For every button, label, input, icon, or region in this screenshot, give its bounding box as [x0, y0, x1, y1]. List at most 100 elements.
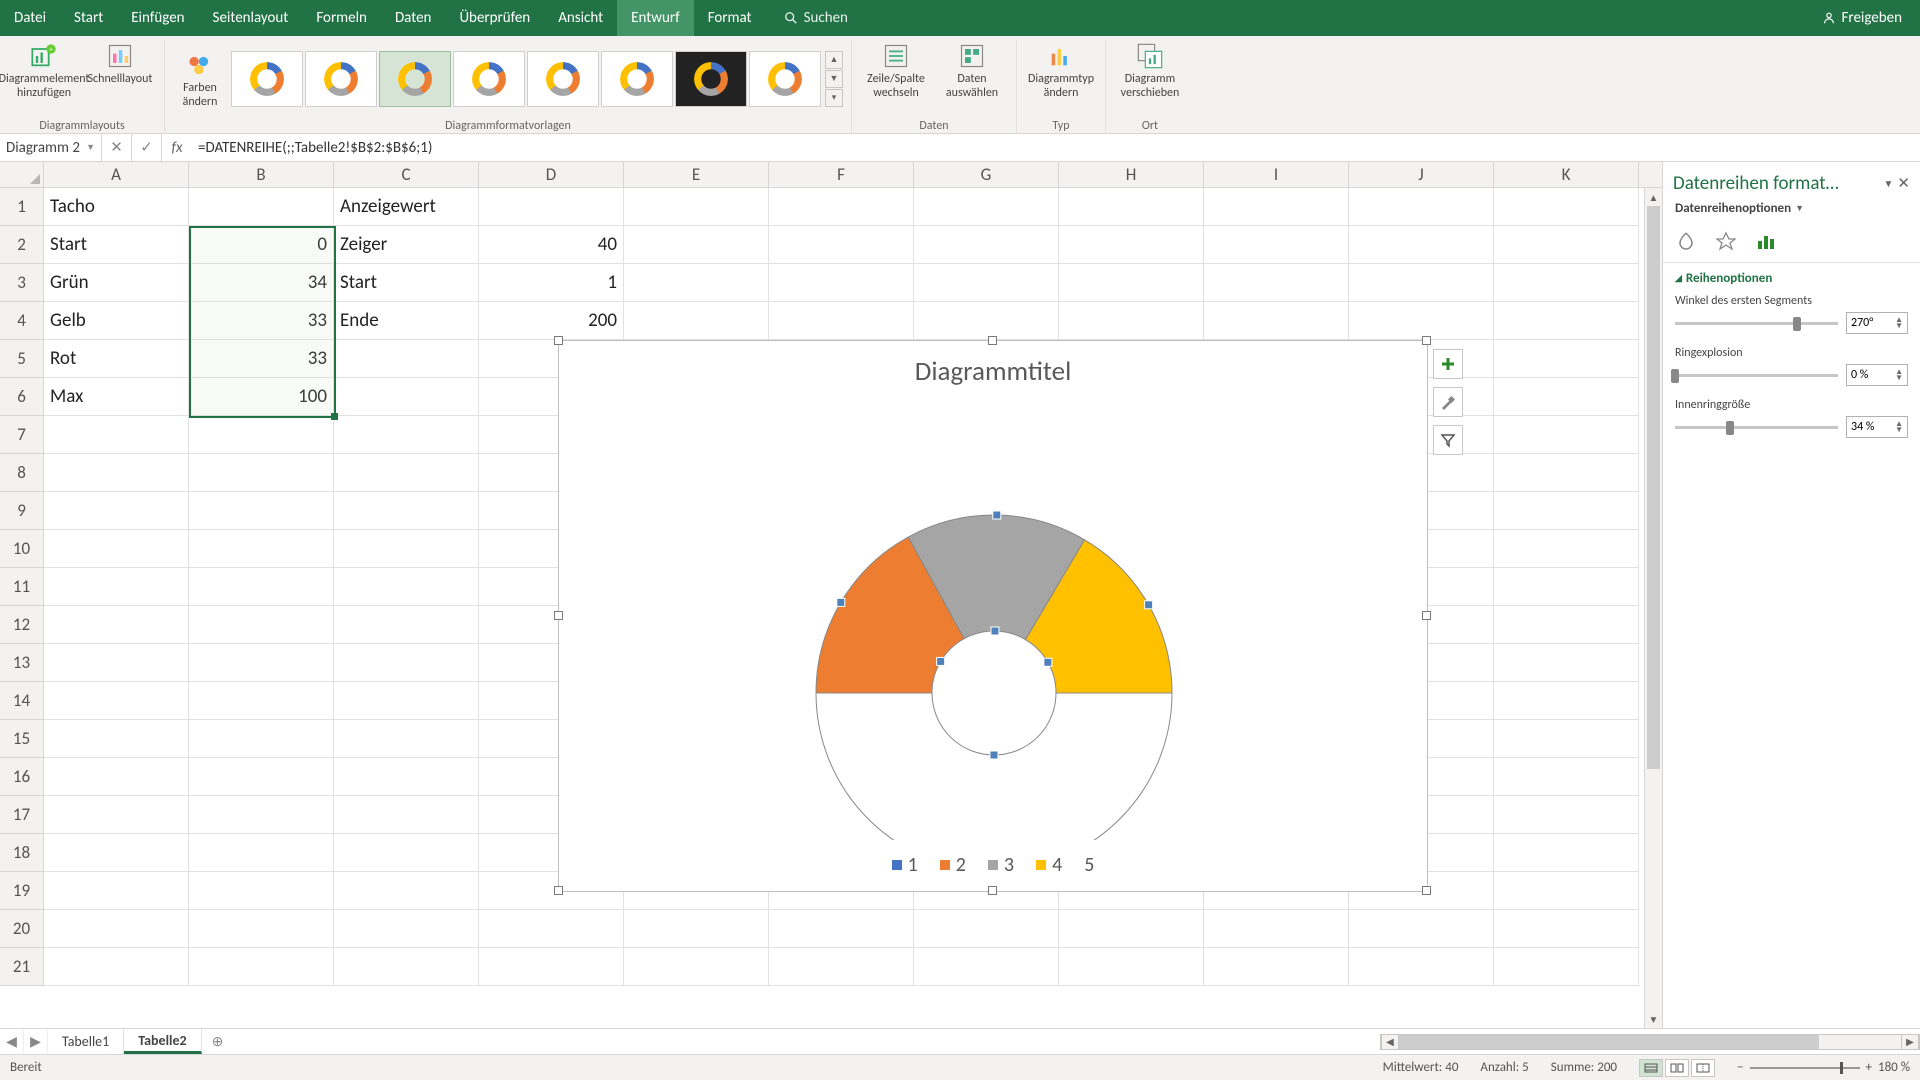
cell[interactable] [334, 644, 479, 682]
cell[interactable] [1494, 644, 1639, 682]
chart-filters-button[interactable] [1433, 425, 1463, 455]
cell[interactable] [1059, 302, 1204, 340]
legend-item[interactable]: 1 [892, 853, 918, 877]
cell[interactable]: Zeiger [334, 226, 479, 264]
cell[interactable] [189, 948, 334, 986]
cell[interactable] [334, 606, 479, 644]
row-header[interactable]: 9 [0, 492, 44, 530]
menu-tab-seitenlayout[interactable]: Seitenlayout [199, 0, 303, 36]
cell[interactable]: 200 [479, 302, 624, 340]
cell[interactable] [334, 910, 479, 948]
row-header[interactable]: 12 [0, 606, 44, 644]
chart-styles-button[interactable] [1433, 387, 1463, 417]
cell[interactable] [769, 948, 914, 986]
chart-style-thumb[interactable] [527, 51, 599, 107]
column-header[interactable]: E [624, 162, 769, 187]
fx-icon[interactable]: fx [162, 134, 192, 161]
column-header[interactable]: J [1349, 162, 1494, 187]
cell[interactable] [1494, 758, 1639, 796]
cell[interactable] [334, 568, 479, 606]
column-header[interactable]: B [189, 162, 334, 187]
select-all-corner[interactable] [0, 162, 44, 187]
cell[interactable] [624, 910, 769, 948]
row-header[interactable]: 2 [0, 226, 44, 264]
row-header[interactable]: 10 [0, 530, 44, 568]
cell[interactable] [479, 188, 624, 226]
row-header[interactable]: 18 [0, 834, 44, 872]
column-header[interactable]: I [1204, 162, 1349, 187]
cell[interactable] [334, 796, 479, 834]
series-options-tab-icon[interactable] [1755, 230, 1777, 252]
cell[interactable] [334, 340, 479, 378]
cell[interactable] [189, 416, 334, 454]
cell[interactable] [334, 682, 479, 720]
cell[interactable]: Gelb [44, 302, 189, 340]
cell[interactable] [769, 226, 914, 264]
cell[interactable] [914, 188, 1059, 226]
cell[interactable] [914, 264, 1059, 302]
cell[interactable]: Anzeigewert [334, 188, 479, 226]
cell[interactable] [624, 188, 769, 226]
menu-tab-daten[interactable]: Daten [381, 0, 445, 36]
chart-style-thumb[interactable] [749, 51, 821, 107]
menu-tab-format[interactable]: Format [694, 0, 766, 36]
chart-elements-button[interactable] [1433, 349, 1463, 379]
tell-me-search[interactable]: Suchen [784, 9, 848, 27]
chart-legend[interactable]: 12345 [559, 853, 1427, 877]
cell[interactable] [44, 606, 189, 644]
cell[interactable] [1204, 264, 1349, 302]
share-button[interactable]: Freigeben [1822, 9, 1902, 27]
hole-size-spinner[interactable]: 34 %▲▼ [1846, 416, 1908, 438]
cell[interactable] [189, 682, 334, 720]
sheet-tab[interactable]: Tabelle2 [124, 1029, 201, 1054]
cell[interactable] [334, 872, 479, 910]
row-header[interactable]: 7 [0, 416, 44, 454]
menu-tab-formeln[interactable]: Formeln [302, 0, 381, 36]
cell[interactable] [1494, 872, 1639, 910]
cell[interactable] [1494, 188, 1639, 226]
chart-resize-handle[interactable] [988, 336, 997, 345]
row-header[interactable]: 1 [0, 188, 44, 226]
cell[interactable] [1494, 568, 1639, 606]
quick-layout-button[interactable]: Schnelllayout [84, 40, 156, 86]
angle-slider[interactable] [1675, 315, 1838, 331]
sheet-tab[interactable]: Tabelle1 [48, 1029, 124, 1054]
zoom-control[interactable]: − + 180 % [1737, 1060, 1910, 1075]
cell[interactable] [769, 910, 914, 948]
cell[interactable] [624, 302, 769, 340]
cell[interactable] [44, 644, 189, 682]
gallery-more-button[interactable]: ▾ [825, 89, 843, 107]
cell[interactable] [1494, 492, 1639, 530]
cell[interactable] [1204, 302, 1349, 340]
column-header[interactable]: G [914, 162, 1059, 187]
cell[interactable] [44, 530, 189, 568]
add-chart-element-button[interactable]: + Diagrammelement hinzufügen [8, 40, 80, 100]
legend-item[interactable]: 2 [940, 853, 966, 877]
chart-style-thumb[interactable] [305, 51, 377, 107]
cell[interactable] [914, 302, 1059, 340]
chart-resize-handle[interactable] [554, 611, 563, 620]
cell[interactable] [479, 910, 624, 948]
select-data-button[interactable]: Daten auswählen [936, 40, 1008, 100]
cell[interactable] [1494, 302, 1639, 340]
name-box[interactable]: Diagramm 2 ▼ [0, 134, 102, 161]
cell[interactable] [769, 302, 914, 340]
cell[interactable]: 40 [479, 226, 624, 264]
menu-tab-einfügen[interactable]: Einfügen [117, 0, 198, 36]
gallery-down-button[interactable]: ▼ [825, 70, 843, 88]
chart-style-gallery[interactable] [231, 51, 821, 107]
cell[interactable] [189, 188, 334, 226]
cell[interactable] [1204, 226, 1349, 264]
cell[interactable] [1059, 188, 1204, 226]
view-switcher[interactable] [1639, 1059, 1715, 1077]
cell[interactable] [1349, 302, 1494, 340]
cell[interactable] [334, 492, 479, 530]
explosion-spinner[interactable]: 0 %▲▼ [1846, 364, 1908, 386]
chart-resize-handle[interactable] [554, 886, 563, 895]
cell[interactable] [334, 720, 479, 758]
cell[interactable]: 33 [189, 340, 334, 378]
row-header[interactable]: 13 [0, 644, 44, 682]
cell[interactable] [189, 492, 334, 530]
row-header[interactable]: 14 [0, 682, 44, 720]
column-header[interactable]: K [1494, 162, 1639, 187]
